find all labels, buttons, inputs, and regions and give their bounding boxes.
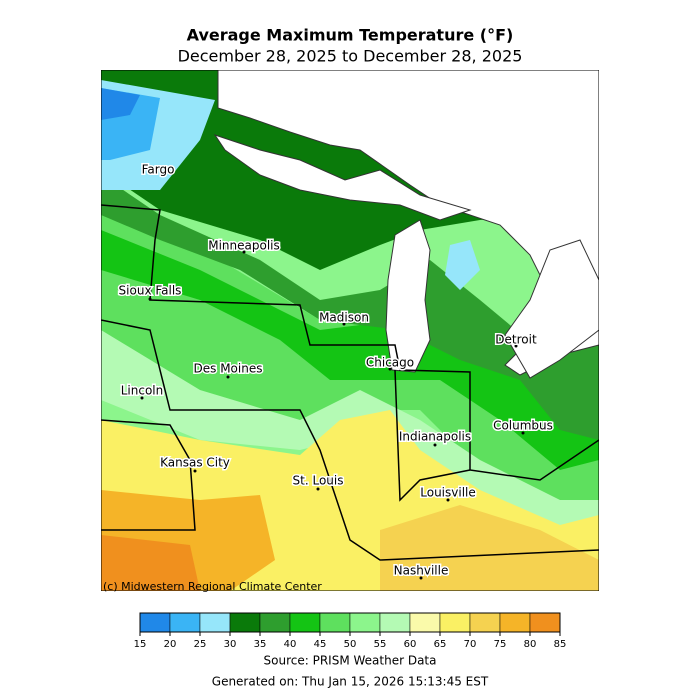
city-label: Minneapolis xyxy=(208,239,280,253)
map xyxy=(101,70,599,591)
city-label: Indianapolis xyxy=(399,430,471,444)
city-label: Detroit xyxy=(495,333,537,347)
colorbar-tick-label: 30 xyxy=(224,639,237,650)
city-label: Columbus xyxy=(493,419,553,433)
source: Source: PRISM Weather Data xyxy=(264,654,437,668)
colorbar-segment xyxy=(379,612,411,633)
city-label: Sioux Falls xyxy=(119,284,182,298)
colorbar-tick-label: 35 xyxy=(254,639,267,650)
title: Average Maximum Temperature (°F) xyxy=(187,26,514,45)
colorbar-tick-label: 15 xyxy=(134,639,147,650)
colorbar-tick-label: 65 xyxy=(434,639,447,650)
city-label: Fargo xyxy=(142,163,175,177)
subtitle: December 28, 2025 to December 28, 2025 xyxy=(178,47,523,66)
city-dot xyxy=(193,469,197,473)
city-dot xyxy=(140,396,144,400)
city-dot xyxy=(342,322,346,326)
city-dot xyxy=(316,487,320,491)
colorbar-segment xyxy=(409,612,441,633)
colorbar-segment xyxy=(229,612,261,633)
colorbar-segment xyxy=(289,612,321,633)
city-dot xyxy=(419,576,423,580)
credit: (c) Midwestern Regional Climate Center xyxy=(103,580,322,593)
city-dot xyxy=(521,431,525,435)
colorbar-segment xyxy=(169,612,201,633)
city-label: Kansas City xyxy=(160,456,230,470)
colorbar-tick-label: 55 xyxy=(374,639,387,650)
city-label: St. Louis xyxy=(293,474,344,488)
city-dot xyxy=(388,367,392,371)
colorbar-tick-label: 60 xyxy=(404,639,417,650)
colorbar-tick-label: 20 xyxy=(164,639,177,650)
city-dot xyxy=(242,250,246,254)
colorbar-tick-label: 50 xyxy=(344,639,357,650)
colorbar-segment xyxy=(349,612,381,633)
colorbar-segment xyxy=(139,612,171,633)
colorbar-tick-label: 70 xyxy=(464,639,477,650)
colorbar-tick-label: 40 xyxy=(284,639,297,650)
generated: Generated on: Thu Jan 15, 2026 15:13:45 … xyxy=(212,675,489,689)
city-label: Nashville xyxy=(394,564,449,578)
city-dot xyxy=(446,498,450,502)
city-dot xyxy=(433,443,437,447)
city-label: Chicago xyxy=(366,356,414,370)
city-label: Lincoln xyxy=(121,384,164,398)
city-labels: Fargo Minneapolis Sioux Falls Madison Detroi… xyxy=(117,161,554,580)
colorbar-segment xyxy=(319,612,351,633)
city-label: Louisville xyxy=(420,486,476,500)
city-dot xyxy=(148,297,152,301)
colorbar-tick-label: 85 xyxy=(554,639,567,650)
city-dot xyxy=(226,375,230,379)
colorbar-segment xyxy=(439,612,471,633)
colorbar-tick-label: 80 xyxy=(524,639,537,650)
colorbar-tick-label: 45 xyxy=(314,639,327,650)
colorbar: 15 20 25 30 35 40 45 50 55 60 65 70 75 80 85 xyxy=(134,612,567,650)
colorbar-segment xyxy=(199,612,231,633)
colorbar-segment xyxy=(469,612,501,633)
colorbar-tick-label: 25 xyxy=(194,639,207,650)
colorbar-tick-label: 75 xyxy=(494,639,507,650)
colorbar-segment xyxy=(499,612,531,633)
city-label: Madison xyxy=(319,311,369,325)
city-label: Des Moines xyxy=(194,362,263,376)
colorbar-segment xyxy=(529,612,561,633)
city-dot xyxy=(514,344,518,348)
colorbar-segment xyxy=(259,612,291,633)
